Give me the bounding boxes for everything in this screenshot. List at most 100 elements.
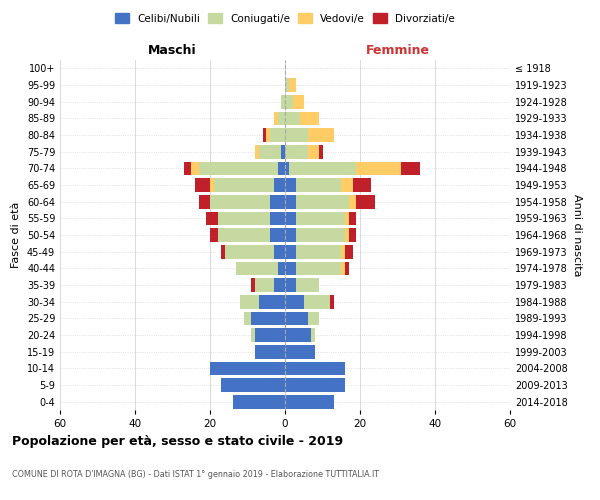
Bar [251,312,285,325]
Bar [277,262,285,275]
Bar [263,128,266,142]
Bar [341,178,353,192]
Bar [270,128,285,142]
Bar [285,362,345,375]
Bar [274,178,285,192]
Bar [214,178,274,192]
Bar [296,245,341,258]
Bar [285,395,334,408]
Bar [218,228,270,242]
Bar [244,312,251,325]
Bar [289,78,296,92]
Bar [285,245,296,258]
Bar [225,245,274,258]
Bar [285,328,311,342]
Bar [296,262,341,275]
Bar [251,278,255,292]
Bar [349,212,356,225]
Bar [319,145,323,158]
Bar [285,295,304,308]
Bar [308,128,334,142]
Bar [274,245,285,258]
Bar [221,245,225,258]
Bar [210,178,214,192]
Bar [285,162,289,175]
Bar [285,262,296,275]
Bar [296,195,349,208]
Bar [281,145,285,158]
Text: Popolazione per età, sesso e stato civile - 2019: Popolazione per età, sesso e stato civil… [12,435,343,448]
Bar [206,212,218,225]
Bar [277,112,285,125]
Bar [266,128,270,142]
Bar [341,245,345,258]
Bar [195,178,210,192]
Bar [296,228,345,242]
Bar [221,378,285,392]
Bar [281,95,285,108]
Text: COMUNE DI ROTA D'IMAGNA (BG) - Dati ISTAT 1° gennaio 2019 - Elaborazione TUTTITA: COMUNE DI ROTA D'IMAGNA (BG) - Dati ISTA… [12,470,379,479]
Bar [285,95,293,108]
Bar [285,195,296,208]
Bar [251,328,255,342]
Bar [330,295,334,308]
Bar [341,262,345,275]
Bar [274,112,277,125]
Bar [285,112,300,125]
Bar [184,162,191,175]
Bar [356,162,401,175]
Bar [218,212,270,225]
Bar [255,145,259,158]
Bar [270,228,285,242]
Bar [210,228,218,242]
Bar [308,145,319,158]
Bar [240,295,259,308]
Bar [296,178,341,192]
Text: Maschi: Maschi [148,44,197,57]
Bar [274,278,285,292]
Bar [199,195,210,208]
Bar [285,312,308,325]
Bar [353,178,371,192]
Bar [349,195,356,208]
Bar [270,195,285,208]
Bar [236,262,277,275]
Bar [285,178,296,192]
Bar [270,212,285,225]
Bar [289,162,356,175]
Bar [255,278,274,292]
Bar [345,212,349,225]
Bar [285,128,308,142]
Bar [296,212,345,225]
Bar [285,345,315,358]
Bar [300,112,319,125]
Bar [345,228,349,242]
Bar [199,162,277,175]
Bar [285,228,296,242]
Bar [277,162,285,175]
Bar [356,195,375,208]
Bar [401,162,420,175]
Bar [255,345,285,358]
Bar [259,145,281,158]
Bar [345,262,349,275]
Bar [349,228,356,242]
Bar [285,378,345,392]
Bar [285,278,296,292]
Bar [210,195,270,208]
Bar [285,145,308,158]
Bar [233,395,285,408]
Bar [293,95,304,108]
Bar [191,162,199,175]
Bar [311,328,315,342]
Legend: Celibi/Nubili, Coniugati/e, Vedovi/e, Divorziati/e: Celibi/Nubili, Coniugati/e, Vedovi/e, Di… [111,9,459,28]
Bar [210,362,285,375]
Bar [285,212,296,225]
Text: Femmine: Femmine [365,44,430,57]
Bar [304,295,330,308]
Bar [296,278,319,292]
Bar [285,78,289,92]
Bar [345,245,353,258]
Bar [308,312,319,325]
Y-axis label: Fasce di età: Fasce di età [11,202,21,268]
